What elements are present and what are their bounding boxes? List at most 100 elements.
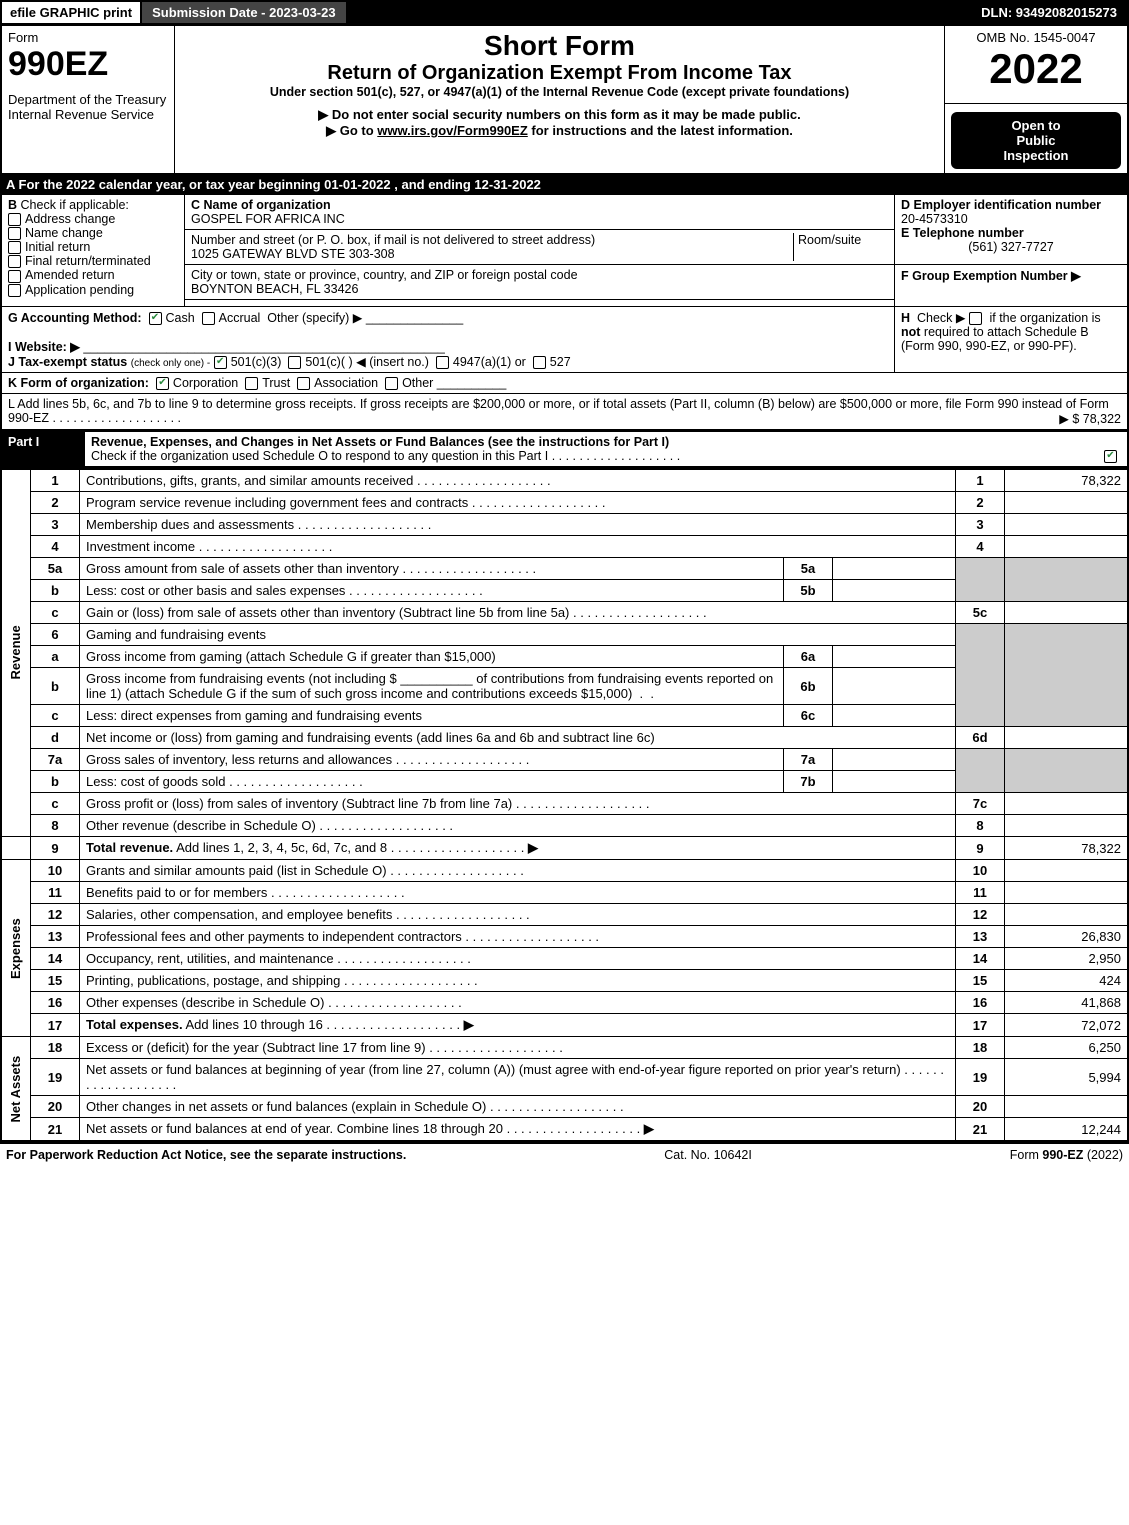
line-14-text: Occupancy, rent, utilities, and maintena… bbox=[86, 951, 334, 966]
chk-name-change[interactable] bbox=[8, 227, 21, 240]
chk-accrual[interactable] bbox=[202, 312, 215, 325]
chk-schedule-b[interactable] bbox=[969, 312, 982, 325]
line-20-text: Other changes in net assets or fund bala… bbox=[86, 1099, 486, 1114]
chk-501c[interactable] bbox=[288, 356, 301, 369]
line-16-amt: 41,868 bbox=[1005, 992, 1129, 1014]
chk-application-pending[interactable] bbox=[8, 284, 21, 297]
line-10-num: 10 bbox=[31, 860, 80, 882]
gross-receipts-amount: ▶ $ 78,322 bbox=[1059, 411, 1121, 426]
inspection-line2: Public bbox=[957, 133, 1115, 148]
line-6-num: 6 bbox=[31, 624, 80, 646]
chk-cash[interactable] bbox=[149, 312, 162, 325]
line-14-rn: 14 bbox=[956, 948, 1005, 970]
lbl-501c3: 501(c)(3) bbox=[231, 355, 282, 369]
line-4-text: Investment income bbox=[86, 539, 195, 554]
part1-label: Part I bbox=[1, 432, 85, 468]
chk-association[interactable] bbox=[297, 377, 310, 390]
line-10-rn: 10 bbox=[956, 860, 1005, 882]
line-13-num: 13 bbox=[31, 926, 80, 948]
line-6a-num: a bbox=[31, 646, 80, 668]
section-a-bar: A For the 2022 calendar year, or tax yea… bbox=[0, 175, 1129, 194]
line-2-amt bbox=[1005, 492, 1129, 514]
line-19-num: 19 bbox=[31, 1059, 80, 1096]
line-16-rn: 16 bbox=[956, 992, 1005, 1014]
j-sub: (check only one) - bbox=[131, 358, 210, 369]
line-6d-num: d bbox=[31, 727, 80, 749]
chk-amended-return[interactable] bbox=[8, 270, 21, 283]
line-21-amt: 12,244 bbox=[1005, 1118, 1129, 1142]
line-12-text: Salaries, other compensation, and employ… bbox=[86, 907, 392, 922]
line-6d-rn: 6d bbox=[956, 727, 1005, 749]
chk-501c3[interactable] bbox=[214, 356, 227, 369]
section-e-label: E Telephone number bbox=[901, 226, 1024, 240]
line-10-text: Grants and similar amounts paid (list in… bbox=[86, 863, 387, 878]
line-12-rn: 12 bbox=[956, 904, 1005, 926]
efile-label: efile GRAPHIC print bbox=[2, 2, 142, 23]
section-b-label: B bbox=[8, 198, 17, 212]
chk-final-return[interactable] bbox=[8, 255, 21, 268]
line-3-num: 3 bbox=[31, 514, 80, 536]
inspection-box: Open to Public Inspection bbox=[951, 112, 1121, 169]
lbl-insert-no: ◀ (insert no.) bbox=[356, 355, 429, 369]
line-19-rn: 19 bbox=[956, 1059, 1005, 1096]
line-7c-num: c bbox=[31, 793, 80, 815]
line-6b-num: b bbox=[31, 668, 80, 705]
part1-check-text: Check if the organization used Schedule … bbox=[91, 449, 548, 463]
line-19-text: Net assets or fund balances at beginning… bbox=[86, 1062, 901, 1077]
line-10-amt bbox=[1005, 860, 1129, 882]
line-17-amt: 72,072 bbox=[1005, 1014, 1129, 1037]
part1-desc: Revenue, Expenses, and Changes in Net As… bbox=[91, 435, 669, 449]
section-i-label: I Website: ▶ bbox=[8, 340, 80, 354]
h-text1: Check ▶ bbox=[917, 311, 966, 325]
ein-value: 20-4573310 bbox=[901, 212, 968, 226]
form-word: Form bbox=[8, 30, 168, 45]
line-5c-text: Gain or (loss) from sale of assets other… bbox=[86, 605, 569, 620]
line-14-num: 14 bbox=[31, 948, 80, 970]
lbl-initial-return: Initial return bbox=[25, 240, 90, 254]
lbl-address-change: Address change bbox=[25, 212, 115, 226]
lbl-final-return: Final return/terminated bbox=[25, 254, 151, 268]
line-7a-box: 7a bbox=[784, 749, 833, 771]
line-13-amt: 26,830 bbox=[1005, 926, 1129, 948]
tax-year: 2022 bbox=[951, 45, 1121, 93]
line-15-amt: 424 bbox=[1005, 970, 1129, 992]
chk-schedule-o-used[interactable] bbox=[1104, 450, 1117, 463]
chk-4947[interactable] bbox=[436, 356, 449, 369]
chk-other-org[interactable] bbox=[385, 377, 398, 390]
lbl-527: 527 bbox=[550, 355, 571, 369]
lbl-trust: Trust bbox=[262, 376, 290, 390]
city-value: BOYNTON BEACH, FL 33426 bbox=[191, 282, 358, 296]
line-21-rn: 21 bbox=[956, 1118, 1005, 1142]
check-if-applicable: Check if applicable: bbox=[21, 198, 129, 212]
revenue-label: Revenue bbox=[1, 469, 31, 837]
line-11-num: 11 bbox=[31, 882, 80, 904]
line-5a-box: 5a bbox=[784, 558, 833, 580]
line-20-num: 20 bbox=[31, 1096, 80, 1118]
street-value: 1025 GATEWAY BLVD STE 303-308 bbox=[191, 247, 395, 261]
chk-initial-return[interactable] bbox=[8, 241, 21, 254]
section-j-label: J Tax-exempt status bbox=[8, 355, 127, 369]
chk-527[interactable] bbox=[533, 356, 546, 369]
line-12-amt bbox=[1005, 904, 1129, 926]
lbl-name-change: Name change bbox=[25, 226, 103, 240]
line-15-rn: 15 bbox=[956, 970, 1005, 992]
org-name: GOSPEL FOR AFRICA INC bbox=[191, 212, 345, 226]
line-19-amt: 5,994 bbox=[1005, 1059, 1129, 1096]
chk-corporation[interactable] bbox=[156, 377, 169, 390]
lbl-application-pending: Application pending bbox=[25, 283, 134, 297]
line-15-text: Printing, publications, postage, and shi… bbox=[86, 973, 340, 988]
chk-trust[interactable] bbox=[245, 377, 258, 390]
goto-link[interactable]: ▶ Go to www.irs.gov/Form990EZ for instru… bbox=[181, 123, 938, 139]
line-9-rn: 9 bbox=[956, 837, 1005, 860]
part1-header: Part I Revenue, Expenses, and Changes in… bbox=[0, 431, 1129, 468]
line-9-text: Total revenue. bbox=[86, 840, 173, 855]
line-3-rn: 3 bbox=[956, 514, 1005, 536]
lbl-other-method: Other (specify) ▶ bbox=[267, 311, 362, 325]
lbl-association: Association bbox=[314, 376, 378, 390]
line-5a-text: Gross amount from sale of assets other t… bbox=[86, 561, 399, 576]
expenses-label: Expenses bbox=[1, 860, 31, 1037]
netassets-label: Net Assets bbox=[1, 1037, 31, 1142]
chk-address-change[interactable] bbox=[8, 213, 21, 226]
lbl-cash: Cash bbox=[166, 311, 195, 325]
line-7a-text: Gross sales of inventory, less returns a… bbox=[86, 752, 392, 767]
